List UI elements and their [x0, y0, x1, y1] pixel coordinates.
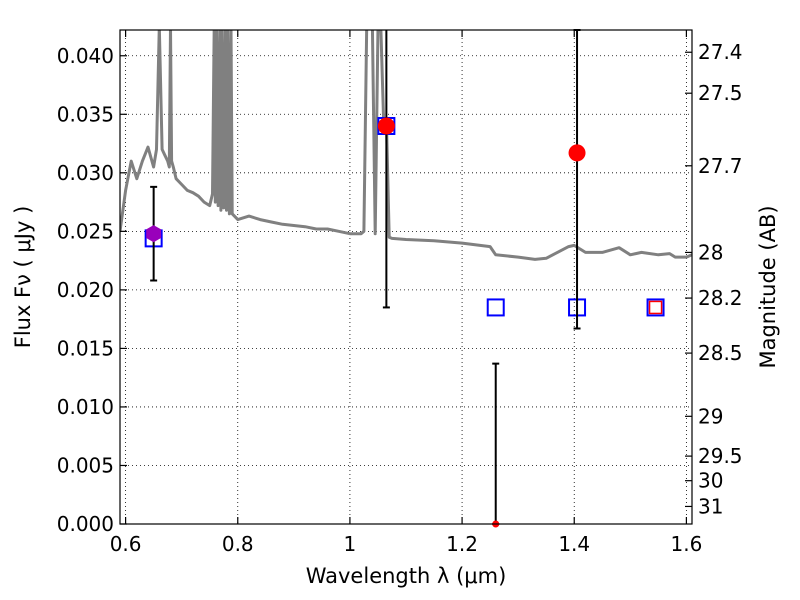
y-tick-label: 0.035 [57, 102, 114, 126]
observed-error-bar [492, 362, 500, 525]
y-tick-label: 0.010 [57, 395, 114, 419]
y-tick-label: 0.005 [57, 453, 114, 477]
model-point-square [486, 298, 505, 317]
observed-point-circle [377, 117, 395, 135]
highlight-point-hexagon [146, 225, 162, 243]
right-tick-label: 28.2 [698, 286, 743, 310]
x-tick-label: 1 [344, 532, 357, 556]
right-tick-label: 27.4 [698, 40, 743, 64]
template-spectrum-line [120, 30, 692, 261]
right-axis-title: Magnitude (AB) [756, 205, 780, 368]
y-tick-label: 0.015 [57, 336, 114, 360]
observed-point-circle [568, 144, 586, 162]
right-tick-label: 28.5 [698, 341, 743, 365]
y-tick-label: 0.000 [57, 512, 114, 536]
plot-frame [119, 29, 693, 525]
observed-error-bar [382, 30, 390, 309]
observed-point-square [648, 300, 663, 315]
right-tick-label: 29.5 [698, 444, 743, 468]
y-tick-label: 0.030 [57, 161, 114, 185]
right-tick-label: 27.5 [698, 81, 743, 105]
right-tick-label: 28 [698, 240, 723, 264]
right-tick-label: 30 [698, 469, 723, 493]
right-tick-label: 29 [698, 404, 723, 428]
x-tick-label: 0.6 [110, 532, 142, 556]
axis-ticks: 0.6 0.8 1 1.2 1.4 1.6 0.000 0.005 0.010 0.015 0.02… [57, 30, 743, 556]
y-axis-title: Flux Fν ( μJy ) [11, 206, 35, 349]
y-tick-label: 0.040 [57, 44, 114, 68]
x-tick-label: 1.2 [446, 532, 478, 556]
x-tick-label: 1.6 [670, 532, 702, 556]
x-axis-title: Wavelength λ (μm) [306, 564, 507, 588]
right-tick-label: 31 [698, 494, 723, 518]
x-tick-label: 1.4 [558, 532, 590, 556]
y-tick-label: 0.025 [57, 219, 114, 243]
model-point-square [646, 298, 665, 317]
x-tick-label: 0.8 [222, 532, 254, 556]
template-spectrum [120, 30, 692, 261]
right-tick-label: 27.7 [698, 154, 743, 178]
grid-lines [120, 30, 692, 525]
y-tick-label: 0.020 [57, 278, 114, 302]
